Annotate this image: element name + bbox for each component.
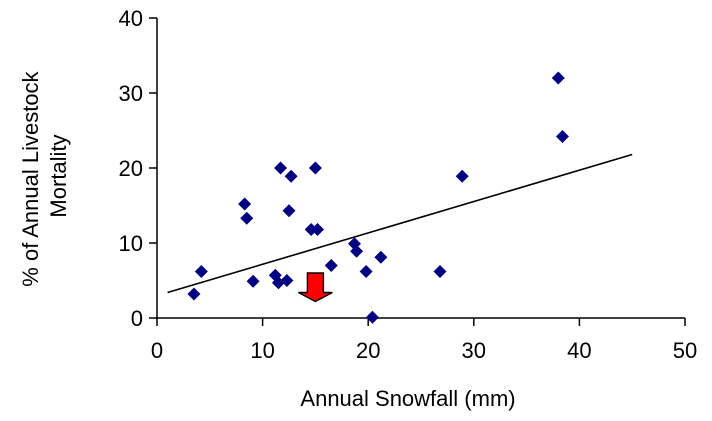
y-tick-label: 40 xyxy=(119,6,143,31)
y-tick-label: 30 xyxy=(119,81,143,106)
y-tick-label: 10 xyxy=(119,231,143,256)
x-tick-label: 10 xyxy=(250,338,274,363)
x-tick-label: 20 xyxy=(356,338,380,363)
data-point xyxy=(556,130,570,143)
data-point xyxy=(551,71,565,85)
y-tick-label: 20 xyxy=(119,156,143,181)
y-tick-label: 0 xyxy=(131,306,143,331)
y-axis-title-line-1: % of Annual Livestock xyxy=(18,70,43,286)
data-point xyxy=(274,161,288,175)
data-point xyxy=(359,265,373,278)
down-arrow-annotation xyxy=(298,272,333,303)
data-point xyxy=(194,265,208,278)
y-axis-title-line-2: Mortality xyxy=(46,134,71,217)
y-axis-title: % of Annual Livestock Mortality xyxy=(18,65,71,286)
data-point xyxy=(246,274,260,288)
x-tick-label: 40 xyxy=(567,338,591,363)
x-tick-label: 0 xyxy=(151,338,163,363)
x-axis-title: Annual Snowfall (mm) xyxy=(300,386,515,411)
data-point xyxy=(311,223,325,236)
x-tick-label: 50 xyxy=(673,338,697,363)
data-point xyxy=(284,169,298,183)
data-point xyxy=(455,169,469,183)
data-point xyxy=(187,287,201,301)
data-point xyxy=(282,204,296,218)
trend-line xyxy=(167,153,633,294)
data-point xyxy=(238,197,252,211)
data-point xyxy=(365,310,379,324)
data-point xyxy=(280,274,294,287)
data-point xyxy=(374,250,388,264)
data-point xyxy=(350,244,364,258)
x-tick-label: 30 xyxy=(462,338,486,363)
data-point xyxy=(240,211,254,225)
data-point xyxy=(324,259,338,272)
data-point xyxy=(308,161,322,175)
data-point xyxy=(433,265,447,278)
